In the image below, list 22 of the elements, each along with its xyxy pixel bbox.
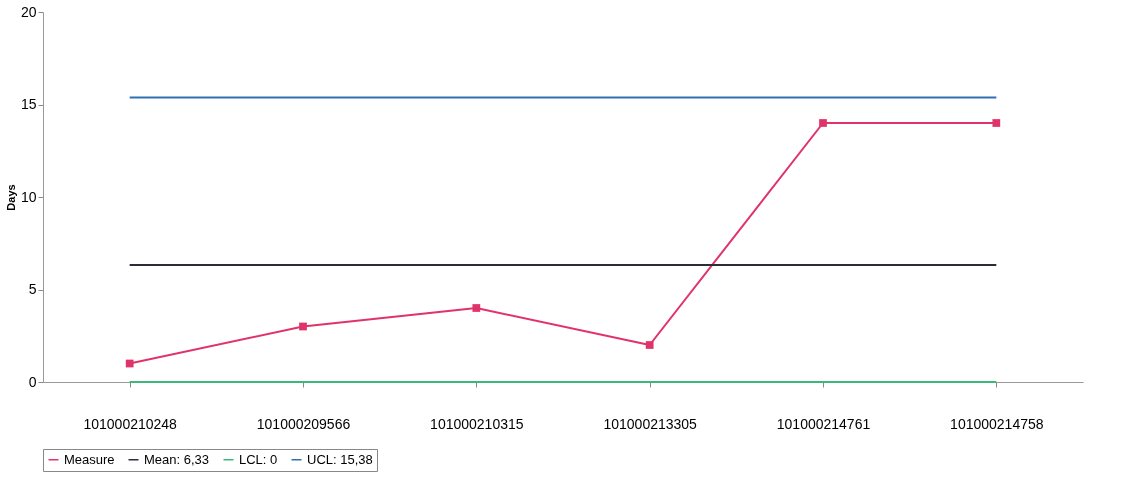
y-tick-label: 20 (20, 3, 37, 20)
x-tick-label: 101000214758 (950, 415, 1044, 432)
x-tick-label: 101000213305 (603, 415, 698, 432)
point (819, 119, 827, 127)
x-tick-label: 101000214761 (776, 415, 871, 432)
y-axis-title: Days (4, 184, 17, 211)
legend-label: LCL: 0 (239, 451, 278, 467)
legend-label: Mean: 6,33 (144, 451, 210, 467)
point (472, 304, 481, 312)
x-tick-label: 101000209566 (256, 415, 351, 432)
point (125, 359, 134, 368)
x-tick-label: 101000210315 (430, 415, 524, 432)
point (992, 119, 1001, 127)
legend-label: Measure (64, 451, 115, 467)
legend-label: UCL: 15,38 (307, 451, 373, 467)
x-tick-label: 101000210248 (83, 415, 178, 432)
point (645, 341, 654, 349)
y-tick-label: 15 (20, 96, 37, 112)
y-tick-label: 10 (20, 188, 37, 205)
point (299, 322, 307, 331)
y-tick-label: 0 (28, 373, 37, 390)
y-tick-label: 5 (28, 281, 37, 297)
